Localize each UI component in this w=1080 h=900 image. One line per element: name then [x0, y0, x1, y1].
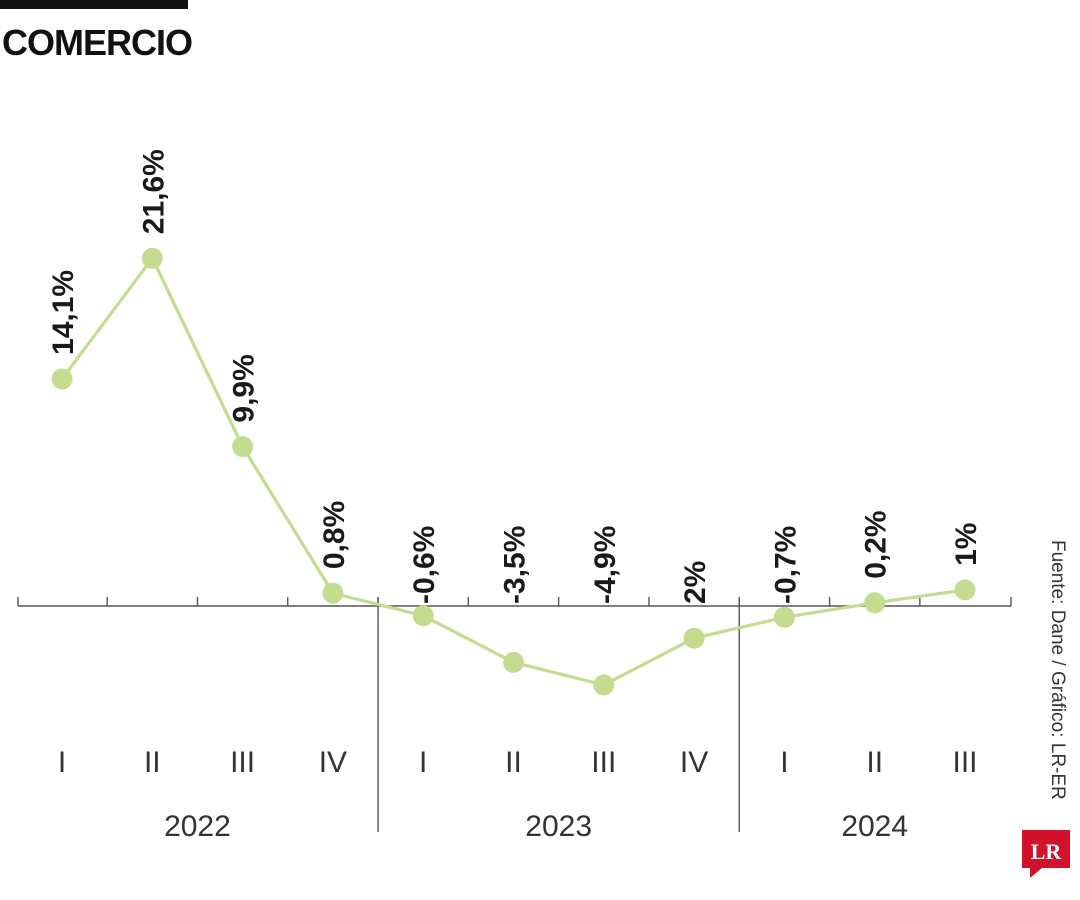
data-point	[232, 436, 254, 458]
title-rule	[0, 0, 188, 9]
chart-title: COMERCIO	[2, 22, 193, 63]
data-label: 21,6%	[137, 149, 170, 234]
x-tick-label: IV	[680, 746, 708, 779]
data-label: 0,2%	[860, 510, 893, 578]
data-point	[954, 579, 976, 601]
x-tick-label: IV	[319, 746, 347, 779]
data-point	[141, 247, 163, 269]
year-label: 2024	[841, 810, 908, 843]
data-label: 2%	[679, 561, 712, 604]
data-label: 1%	[950, 523, 983, 566]
x-tick-label: III	[952, 746, 977, 779]
data-point	[593, 674, 615, 696]
data-label: -3,5%	[499, 526, 532, 604]
x-tick-label: III	[591, 746, 616, 779]
data-label: -0,6%	[408, 526, 441, 604]
x-tick-label: III	[230, 746, 255, 779]
x-tick-label: I	[419, 746, 427, 779]
source-note: Fuente: Dane / Gráfico: LR-ER	[1047, 540, 1068, 800]
data-point	[412, 605, 434, 627]
data-point	[503, 651, 524, 673]
year-label: 2022	[164, 810, 231, 843]
lr-logo: LR	[1022, 830, 1070, 878]
data-point	[683, 627, 705, 649]
x-tick-label: II	[144, 746, 161, 779]
x-tick-label: I	[58, 746, 66, 779]
data-label: -0,7%	[769, 526, 802, 604]
data-label: -4,9%	[589, 526, 622, 604]
data-label: 14,1%	[47, 270, 80, 355]
data-point	[864, 592, 886, 614]
data-point	[773, 606, 795, 628]
logo-text: LR	[1031, 839, 1063, 864]
series-line	[60, 256, 966, 687]
data-point	[51, 368, 73, 390]
data-label: 0,8%	[318, 501, 351, 569]
data-label: 9,9%	[228, 354, 261, 422]
x-tick-label: II	[505, 746, 522, 779]
data-point	[322, 582, 344, 604]
x-tick-label: I	[780, 746, 788, 779]
year-label: 2023	[525, 810, 592, 843]
x-tick-label: II	[866, 746, 883, 779]
